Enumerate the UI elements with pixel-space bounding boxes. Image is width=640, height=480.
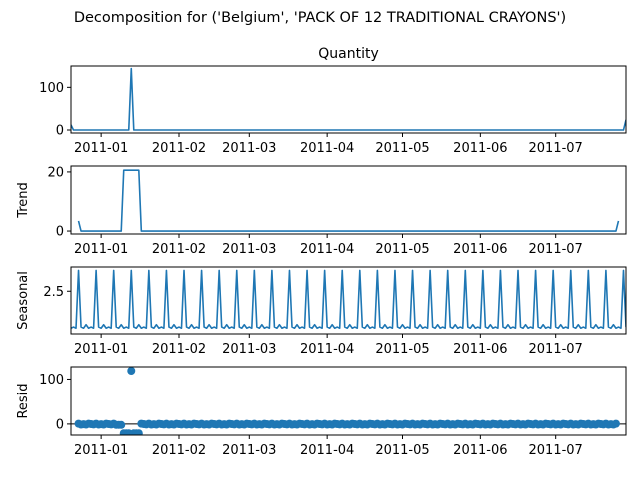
seasonal-axes-frame — [70, 266, 627, 335]
resid-ylabel: Resid — [16, 383, 31, 418]
seasonal-xtick-label: 2011-04 — [300, 342, 354, 357]
panel-resid: 0 100 2011-01 2011-02 2011-03 2011-04 2011-05 2… — [16, 366, 627, 458]
observed-title: Quantity — [318, 46, 379, 62]
observed-xtick-label: 2011-06 — [453, 141, 507, 156]
seasonal-xtick-label: 2011-03 — [222, 342, 276, 357]
resid-point — [611, 419, 620, 428]
seasonal-xtick-label: 2011-05 — [375, 342, 429, 357]
resid-xtick-label: 2011-01 — [74, 443, 128, 458]
resid-xtick-label: 2011-06 — [453, 443, 507, 458]
trend-xtick-label: 2011-05 — [375, 242, 429, 257]
resid-axes-frame — [70, 366, 627, 436]
resid-point — [134, 429, 143, 435]
resid-xtick-label: 2011-03 — [222, 443, 276, 458]
observed-axes-frame — [70, 65, 627, 134]
seasonal-ylabel: Seasonal — [16, 271, 31, 330]
trend-xtick-label: 2011-03 — [222, 242, 276, 257]
observed-series — [71, 67, 626, 131]
trend-ylabel: Trend — [16, 182, 31, 219]
trend-axes-frame — [70, 165, 627, 235]
seasonal-series — [71, 269, 626, 330]
observed-xtick-label: 2011-07 — [529, 141, 583, 156]
resid-xtick-label: 2011-05 — [375, 443, 429, 458]
resid-series — [71, 367, 626, 435]
trend-xtick-label: 2011-01 — [74, 242, 128, 257]
resid-ytick-label: 100 — [39, 373, 64, 388]
observed-xtick-label: 2011-02 — [152, 141, 206, 156]
resid-ytick-label: 0 — [56, 417, 64, 432]
observed-xtick-label: 2011-03 — [222, 141, 276, 156]
panel-observed: 0 100 2011-01 2011-02 2011-03 2011-04 2011-05 2… — [39, 46, 627, 156]
seasonal-xtick-label: 2011-02 — [152, 342, 206, 357]
seasonal-line — [71, 269, 626, 330]
trend-line — [77, 169, 620, 232]
trend-xtick-label: 2011-07 — [529, 242, 583, 257]
trend-xtick-label: 2011-04 — [300, 242, 354, 257]
trend-xtick-label: 2011-02 — [152, 242, 206, 257]
observed-line — [71, 67, 626, 131]
observed-xtick-label: 2011-05 — [375, 141, 429, 156]
panel-trend: 0 20 2011-01 2011-02 2011-03 2011-04 2011-05 20… — [16, 165, 627, 257]
observed-ytick-label: 0 — [56, 124, 64, 139]
figure-suptitle: Decomposition for ('Belgium', 'PACK OF 1… — [74, 10, 566, 26]
resid-xtick-label: 2011-04 — [300, 443, 354, 458]
panel-seasonal: 2.5 2011-01 2011-02 2011-03 2011-04 2011-05 20… — [16, 266, 627, 357]
seasonal-xtick-label: 2011-01 — [74, 342, 128, 357]
trend-series — [77, 169, 620, 232]
observed-xtick-label: 2011-01 — [74, 141, 128, 156]
observed-xtick-label: 2011-04 — [300, 141, 354, 156]
resid-xtick-label: 2011-02 — [152, 443, 206, 458]
trend-ytick-label: 0 — [56, 225, 64, 240]
seasonal-xtick-label: 2011-07 — [529, 342, 583, 357]
observed-ytick-label: 100 — [39, 81, 64, 96]
seasonal-xtick-label: 2011-06 — [453, 342, 507, 357]
trend-ytick-label: 20 — [47, 165, 64, 180]
trend-xtick-label: 2011-06 — [453, 242, 507, 257]
resid-point — [127, 367, 136, 375]
resid-xtick-label: 2011-07 — [529, 443, 583, 458]
resid-point — [117, 420, 126, 429]
seasonal-ytick-label: 2.5 — [43, 285, 64, 300]
